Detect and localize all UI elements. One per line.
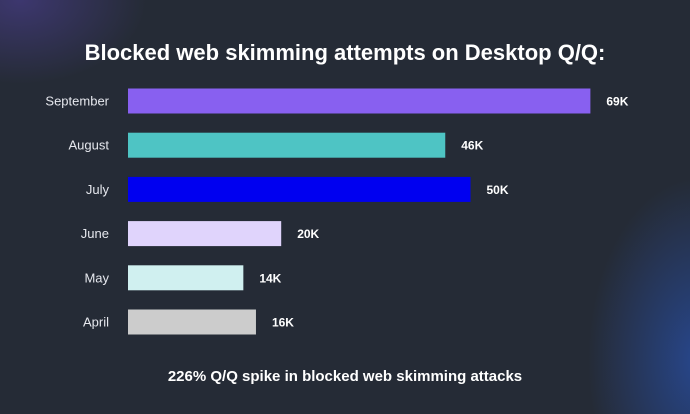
- category-label: June: [81, 226, 109, 241]
- bar-july: [128, 176, 471, 202]
- value-label: 20K: [297, 227, 319, 241]
- value-label: 46K: [461, 139, 483, 153]
- bar-august: [128, 132, 446, 158]
- value-label: 69K: [606, 95, 628, 109]
- value-label: 50K: [487, 183, 509, 197]
- bar-april: [128, 309, 256, 335]
- category-label: May: [84, 270, 109, 285]
- chart-title: Blocked web skimming attempts on Desktop…: [84, 40, 606, 65]
- bar-may: [128, 265, 244, 291]
- value-label: 14K: [259, 271, 281, 285]
- value-label: 16K: [272, 316, 294, 330]
- category-label: April: [83, 315, 109, 330]
- category-label: July: [86, 182, 110, 197]
- chart-footer: 226% Q/Q spike in blocked web skimming a…: [167, 368, 523, 385]
- bar-september: [128, 88, 591, 114]
- category-label: September: [45, 94, 109, 109]
- category-label: August: [69, 138, 110, 153]
- bar-june: [128, 221, 282, 247]
